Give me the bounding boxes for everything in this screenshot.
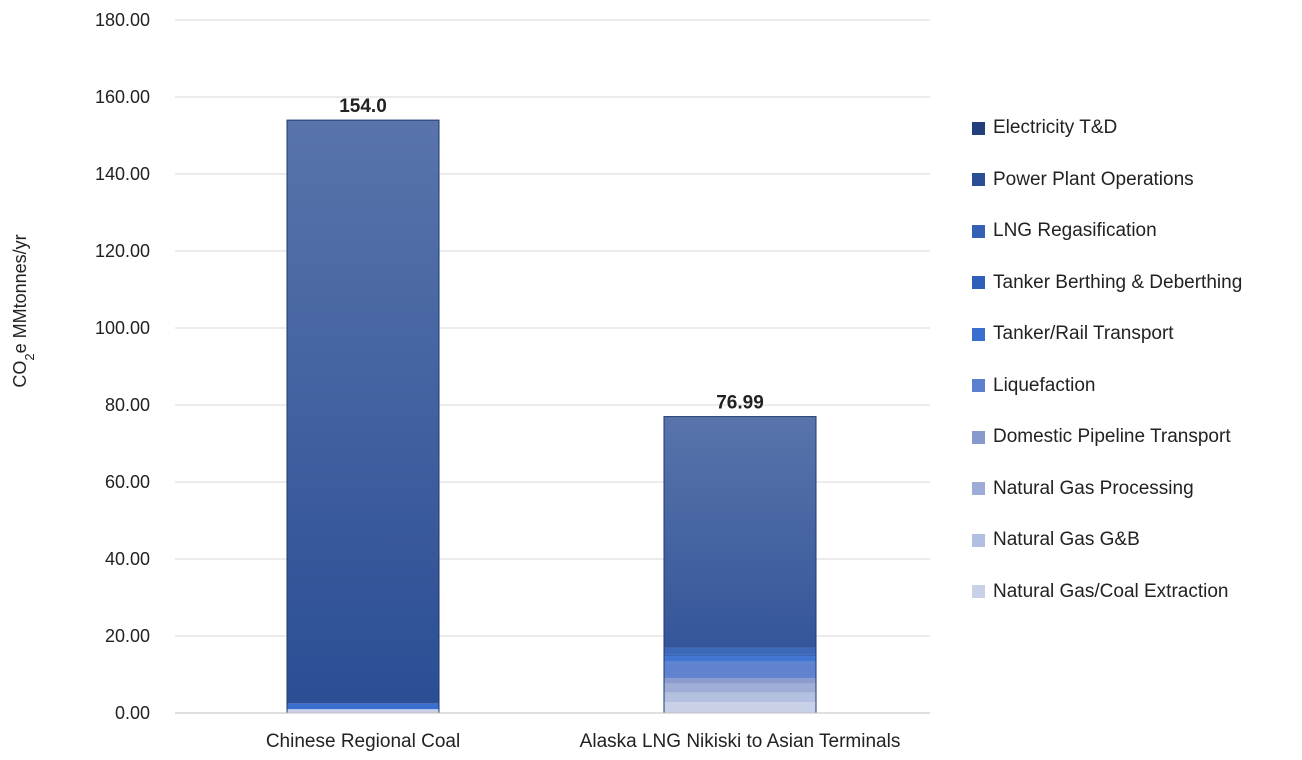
legend-swatch bbox=[972, 482, 985, 495]
legend-item: Tanker Berthing & Deberthing bbox=[972, 271, 1242, 295]
legend-label: Natural Gas Processing bbox=[993, 477, 1194, 499]
legend-label: Electricity T&D bbox=[993, 117, 1118, 138]
legend-label: Natural Gas G&B bbox=[993, 529, 1140, 550]
x-category-label: Chinese Regional Coal bbox=[266, 731, 460, 752]
legend-item: Natural Gas Processing bbox=[972, 477, 1194, 501]
legend-label: Liquefaction bbox=[993, 374, 1096, 396]
y-tick-label: 140.00 bbox=[95, 164, 150, 184]
bars bbox=[286, 119, 817, 714]
legend-swatch bbox=[972, 327, 985, 341]
legend-label: Tanker/Rail Transport bbox=[993, 323, 1174, 344]
legend-swatch bbox=[972, 379, 985, 392]
legend-item: Natural Gas/Coal Extraction bbox=[972, 580, 1229, 604]
y-tick-label: 0.00 bbox=[115, 703, 150, 723]
legend-swatch bbox=[972, 533, 985, 547]
legend-label: Natural Gas/Coal Extraction bbox=[993, 580, 1229, 602]
legend-label: Domestic Pipeline Transport bbox=[993, 426, 1231, 447]
legend-item: Tanker/Rail Transport bbox=[972, 322, 1174, 346]
legend-label: LNG Regasification bbox=[993, 220, 1157, 241]
y-tick-label: 120.00 bbox=[95, 241, 150, 261]
y-tick-label: 60.00 bbox=[105, 472, 150, 492]
data-labels: 154.0 76.99 bbox=[339, 96, 764, 413]
legend-item: Liquefaction bbox=[972, 374, 1095, 398]
y-tick-label: 80.00 bbox=[105, 395, 150, 415]
total-label: 76.99 bbox=[716, 393, 764, 414]
y-tick-label: 180.00 bbox=[95, 10, 150, 30]
total-label: 154.0 bbox=[339, 96, 387, 117]
legend-label: Tanker Berthing & Deberthing bbox=[993, 271, 1243, 293]
legend-item: LNG Regasification bbox=[972, 219, 1157, 243]
y-axis-label: CO2e MMtonnes/yr bbox=[10, 234, 37, 387]
legend-swatch bbox=[972, 173, 985, 186]
legend-item: Natural Gas G&B bbox=[972, 528, 1140, 552]
legend-item: Power Plant Operations bbox=[972, 168, 1194, 192]
legend-swatch bbox=[972, 276, 985, 289]
y-tick-label: 160.00 bbox=[95, 87, 150, 107]
y-axis: 0.00 20.00 40.00 60.00 80.00 100.00 120.00 140.… bbox=[95, 10, 150, 723]
legend-swatch bbox=[972, 224, 985, 238]
legend-item: Electricity T&D bbox=[972, 116, 1117, 140]
legend-swatch bbox=[972, 585, 985, 598]
legend-swatch bbox=[972, 121, 985, 135]
legend-label: Power Plant Operations bbox=[993, 168, 1194, 190]
x-axis: Chinese Regional Coal Alaska LNG Nikiski … bbox=[175, 712, 930, 752]
legend-swatch bbox=[972, 430, 985, 444]
bar-shading bbox=[664, 416, 816, 713]
y-tick-label: 100.00 bbox=[95, 318, 150, 338]
y-tick-label: 40.00 bbox=[105, 549, 150, 569]
x-category-label: Alaska LNG Nikiski to Asian Terminals bbox=[580, 731, 901, 752]
legend-item: Domestic Pipeline Transport bbox=[972, 425, 1231, 449]
bar-shading bbox=[287, 120, 439, 714]
y-tick-label: 20.00 bbox=[105, 626, 150, 646]
